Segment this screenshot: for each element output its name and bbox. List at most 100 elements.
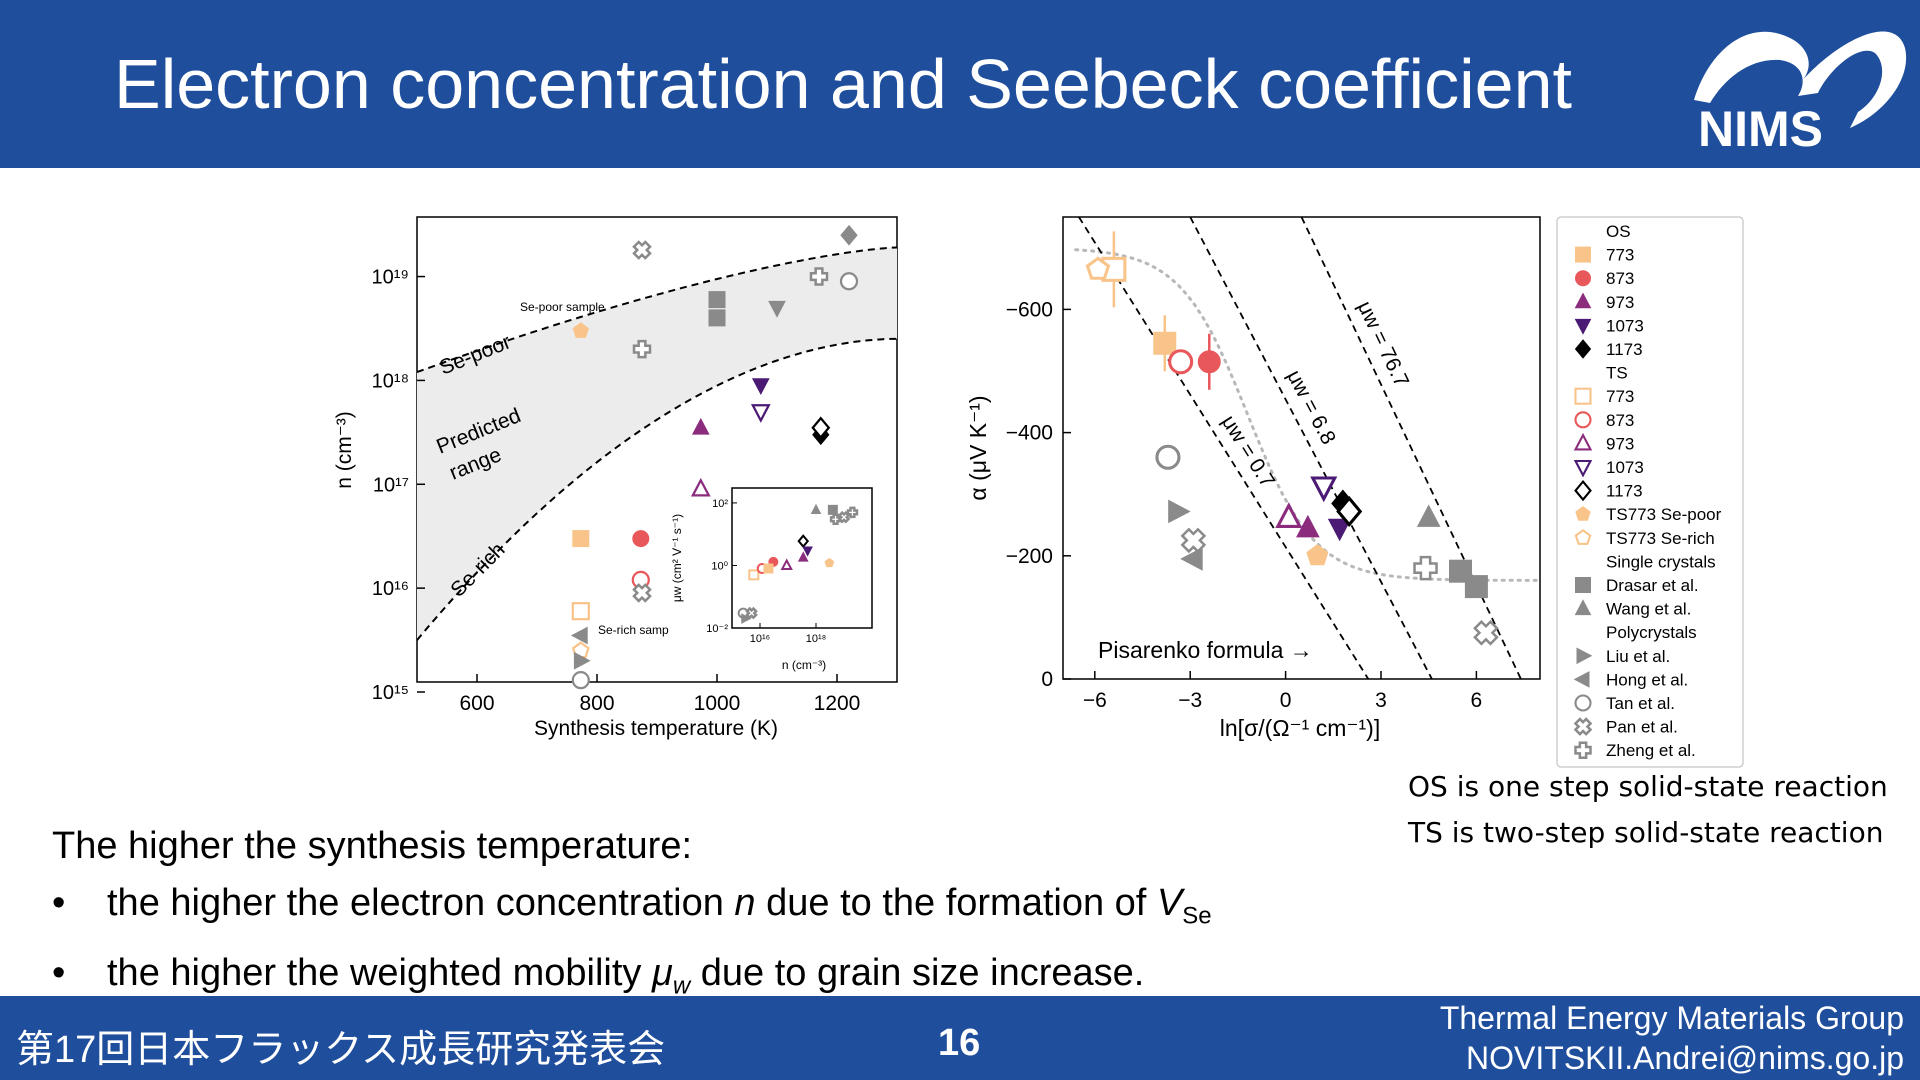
left-y-tick-label: 10¹⁹ [372,267,409,289]
predicted-range-band [417,247,897,641]
bullet-2-text: the higher the weighted mobility [107,951,652,994]
legend-marker [1574,411,1592,429]
legend-label: Zheng et al. [1606,741,1696,760]
left-x-tick-label: 1200 [814,692,861,715]
right-x-tick-label: 0 [1280,689,1292,712]
legend-label: 873 [1606,411,1634,430]
pisarenko-label: Pisarenko formula → [1098,637,1313,663]
legend-marker [1573,459,1593,478]
legend-label: 873 [1606,269,1634,288]
left-data-points [570,224,859,690]
legend-items: OS 773 873 973 1073 1173 TS 773 873 973 1073 1173 TS… [1573,222,1722,760]
summary-intro: The higher the synthesis temperature: [52,825,693,867]
bullet-dot: • [52,882,66,924]
legend-label: 1173 [1606,482,1643,501]
left-point-literature [708,291,726,309]
right-plot-frame [1062,216,1541,680]
left-x-tick-label: 800 [579,692,614,715]
left-y-tick-label: 10¹⁶ [372,578,409,600]
legend-marker [1575,270,1591,287]
nims-logo: NIMS [1694,31,1907,157]
right-point-ts [1275,502,1303,528]
right-x-tick-label: 6 [1471,689,1483,712]
bullet-2-mu: μ [652,951,673,994]
legend-label: OS [1606,222,1631,241]
mu-w-line [1189,216,1433,680]
left-point-ts [571,602,590,621]
left-point-literature [768,300,786,318]
mu-w-label: μw = 76.7 [1353,298,1413,391]
right-point-literature [1464,575,1488,599]
label-se-rich-sample: Se-rich samp [598,623,669,637]
legend-marker [1574,741,1592,759]
inset-point [748,569,760,581]
inset-x-tick-label: 10¹⁶ [750,633,770,645]
inset-point [802,546,813,557]
inset-y-tick-label: 10² [712,498,728,510]
left-point-literature [839,272,859,291]
bullet-dot: • [52,951,66,994]
bullet-1-sub: Se [1182,902,1212,930]
legend-marker [1574,694,1592,712]
slide-footer: 第17回日本フラックス成長研究発表会 16 Thermal Energy Mat… [0,996,1920,1080]
legend-marker [1574,292,1592,309]
legend-label: 973 [1606,434,1634,453]
legend-label: Single crystals [1606,552,1716,571]
mu-w-line [1078,216,1370,680]
left-point-literature [809,267,829,286]
bullet-1-v: V [1156,882,1183,924]
left-x-tick-label: 600 [459,692,494,715]
label-se-poor-sample: Se-poor sample [520,300,605,314]
legend-marker [1574,529,1592,545]
inset-point [824,557,835,568]
right-point-literature [1473,619,1499,646]
left-x-ticks: 600 800 1000 1200 [459,674,860,715]
right-point-literature [1180,547,1203,571]
legend-marker [1573,432,1593,451]
chart-seebeck-vs-conductivity: μw = 0.7μw = 6.8μw = 76.7 −600−400−2000 … [965,216,1541,741]
right-point-literature [1416,504,1441,527]
left-point-literature [632,240,652,260]
left-x-label: Synthesis temperature (K) [534,717,778,740]
legend-marker [1575,246,1591,263]
legend-marker [1575,577,1591,593]
legend-label: Pan et al. [1606,718,1678,737]
left-point-os [751,378,770,396]
legend-label: Wang et al. [1606,600,1691,619]
left-point-ts [811,416,831,440]
inset-point [797,551,809,562]
legend-label: 1073 [1606,458,1644,477]
right-point-os [1153,331,1177,355]
inset-point [763,563,774,574]
legend-marker [1576,647,1593,665]
legend-label: Hong et al. [1606,670,1688,689]
right-data-points [1085,231,1499,646]
inset-data-points [737,503,859,624]
inset-point [846,506,859,519]
page-number: 16 [938,1022,981,1064]
se-poor-curve [416,246,898,374]
legend-frame [1556,216,1744,768]
inset-point [837,510,851,524]
right-y-label: α (μV K⁻¹) [965,395,991,500]
right-x-label: ln[σ/(Ω⁻¹ cm⁻¹)] [1220,715,1380,741]
inset-y-tick-label: 10⁻² [706,623,728,635]
mu-w-line [1300,216,1522,680]
left-point-ts [750,404,771,423]
figure-charts: Se-poor Se-rich Predicted range Se-poor … [333,216,1744,768]
inset-point [780,558,793,571]
right-point-literature [1180,527,1207,554]
right-point-ts [1336,495,1363,528]
left-y-ticks: 10¹⁵ 10¹⁶ 10¹⁷ 10¹⁸ 10¹⁹ [372,267,425,704]
legend-label: TS [1606,364,1628,383]
chart-legend: OS 773 873 973 1073 1173 TS 773 873 973 1073 1173 TS… [1556,216,1744,768]
mu-w-label: μw = 6.8 [1282,366,1340,448]
legend-marker [1574,599,1592,616]
note-ts: TS is two-step solid-state reaction [1408,816,1884,849]
legend-label: 973 [1606,293,1634,312]
summary-bullet-2: • the higher the weighted mobility μw due… [52,945,1212,1015]
inset-x-label: n (cm⁻³) [782,658,826,672]
group-name: Thermal Energy Materials Group [1439,1000,1904,1036]
inset-x-tick-label: 10¹⁸ [806,633,827,645]
legend-label: 773 [1606,387,1634,406]
